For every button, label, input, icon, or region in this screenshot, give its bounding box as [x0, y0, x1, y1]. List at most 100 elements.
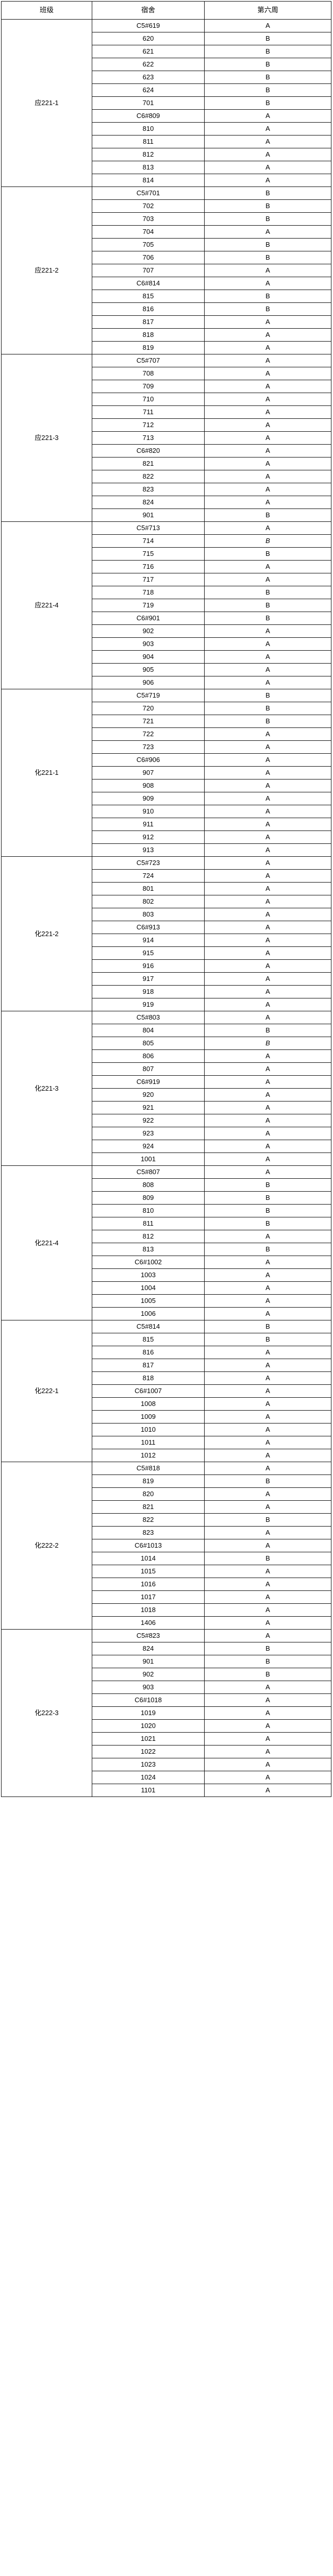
week6-grade-cell[interactable]: A	[204, 431, 331, 445]
dorm-cell[interactable]: 702	[92, 199, 205, 213]
week6-grade-cell[interactable]: A	[204, 496, 331, 509]
week6-grade-cell[interactable]: B	[204, 238, 331, 251]
week6-grade-cell[interactable]: B	[204, 509, 331, 522]
dorm-cell[interactable]: 721	[92, 715, 205, 728]
week6-grade-cell[interactable]: A	[204, 1127, 331, 1140]
dorm-cell[interactable]: 1014	[92, 1552, 205, 1565]
dorm-cell[interactable]: 1011	[92, 1436, 205, 1449]
dorm-cell[interactable]: C5#707	[92, 354, 205, 367]
week6-grade-cell[interactable]: A	[204, 1603, 331, 1617]
dorm-cell[interactable]: 1009	[92, 1410, 205, 1423]
week6-grade-cell[interactable]: A	[204, 341, 331, 354]
week6-grade-cell[interactable]: A	[204, 328, 331, 342]
dorm-cell[interactable]: C6#1007	[92, 1384, 205, 1398]
dorm-cell[interactable]: C5#701	[92, 187, 205, 200]
dorm-cell[interactable]: 718	[92, 586, 205, 599]
week6-grade-cell[interactable]: A	[204, 727, 331, 741]
dorm-cell[interactable]: 921	[92, 1101, 205, 1114]
week6-grade-cell[interactable]: A	[204, 1230, 331, 1243]
dorm-cell[interactable]: 920	[92, 1088, 205, 1101]
dorm-cell[interactable]: C6#919	[92, 1075, 205, 1089]
dorm-cell[interactable]: 711	[92, 405, 205, 419]
dorm-cell[interactable]: C5#803	[92, 1011, 205, 1024]
week6-grade-cell[interactable]: A	[204, 367, 331, 380]
week6-grade-cell[interactable]: B	[204, 1217, 331, 1230]
dorm-cell[interactable]: 910	[92, 805, 205, 818]
week6-grade-cell[interactable]: A	[204, 624, 331, 638]
week6-grade-cell[interactable]: B	[204, 71, 331, 84]
week6-grade-cell[interactable]: A	[204, 1346, 331, 1359]
week6-grade-cell[interactable]: A	[204, 135, 331, 148]
dorm-cell[interactable]: 820	[92, 1487, 205, 1501]
class-cell[interactable]: 应221-1	[1, 19, 92, 187]
dorm-cell[interactable]: 1015	[92, 1565, 205, 1578]
dorm-cell[interactable]: 805	[92, 1037, 205, 1050]
week6-grade-cell[interactable]: A	[204, 1745, 331, 1758]
class-cell[interactable]: 应221-4	[1, 521, 92, 689]
week6-grade-cell[interactable]: A	[204, 856, 331, 870]
week6-grade-cell[interactable]: A	[204, 264, 331, 277]
week6-grade-cell[interactable]: B	[204, 302, 331, 316]
class-cell[interactable]: 化222-1	[1, 1320, 92, 1462]
week6-grade-cell[interactable]: A	[204, 1281, 331, 1295]
week6-grade-cell[interactable]: A	[204, 946, 331, 960]
week6-grade-cell[interactable]: A	[204, 161, 331, 174]
week6-grade-cell[interactable]: A	[204, 1706, 331, 1720]
week6-grade-cell[interactable]: B	[204, 187, 331, 200]
week6-grade-cell[interactable]: A	[204, 1371, 331, 1385]
dorm-cell[interactable]: 723	[92, 740, 205, 754]
dorm-cell[interactable]: 806	[92, 1049, 205, 1063]
dorm-cell[interactable]: 1016	[92, 1578, 205, 1591]
dorm-cell[interactable]: 624	[92, 83, 205, 97]
dorm-cell[interactable]: 620	[92, 32, 205, 45]
week6-grade-cell[interactable]: A	[204, 483, 331, 496]
week6-grade-cell[interactable]: A	[204, 1153, 331, 1166]
week6-grade-cell[interactable]: B	[204, 1552, 331, 1565]
week6-grade-cell[interactable]: A	[204, 418, 331, 432]
dorm-cell[interactable]: 804	[92, 1024, 205, 1037]
week6-grade-cell[interactable]: A	[204, 1075, 331, 1089]
week6-grade-cell[interactable]: A	[204, 1487, 331, 1501]
dorm-cell[interactable]: 1006	[92, 1307, 205, 1320]
dorm-cell[interactable]: 904	[92, 650, 205, 664]
dorm-cell[interactable]: 818	[92, 1371, 205, 1385]
dorm-cell[interactable]: 823	[92, 1526, 205, 1539]
week6-grade-cell[interactable]: A	[204, 972, 331, 986]
dorm-cell[interactable]: 1018	[92, 1603, 205, 1617]
week6-grade-cell[interactable]: A	[204, 1062, 331, 1076]
dorm-cell[interactable]: 710	[92, 393, 205, 406]
week6-grade-cell[interactable]: B	[204, 1191, 331, 1205]
week6-grade-cell[interactable]: A	[204, 1101, 331, 1114]
week6-grade-cell[interactable]: A	[204, 122, 331, 135]
dorm-cell[interactable]: 1010	[92, 1423, 205, 1436]
week6-grade-cell[interactable]: B	[204, 96, 331, 110]
dorm-cell[interactable]: 802	[92, 895, 205, 908]
dorm-cell[interactable]: C6#901	[92, 612, 205, 625]
dorm-cell[interactable]: 824	[92, 496, 205, 509]
dorm-cell[interactable]: 813	[92, 161, 205, 174]
class-cell[interactable]: 应221-3	[1, 354, 92, 522]
dorm-cell[interactable]: 810	[92, 122, 205, 135]
week6-grade-cell[interactable]: A	[204, 805, 331, 818]
dorm-cell[interactable]: C6#1018	[92, 1693, 205, 1707]
dorm-cell[interactable]: 821	[92, 457, 205, 470]
dorm-cell[interactable]: 912	[92, 831, 205, 844]
dorm-cell[interactable]: 815	[92, 1333, 205, 1346]
week6-grade-cell[interactable]: A	[204, 1616, 331, 1630]
dorm-cell[interactable]: 903	[92, 1681, 205, 1694]
dorm-cell[interactable]: 707	[92, 264, 205, 277]
week6-grade-cell[interactable]: A	[204, 740, 331, 754]
week6-grade-cell[interactable]: B	[204, 290, 331, 303]
week6-grade-cell[interactable]: A	[204, 1590, 331, 1604]
dorm-cell[interactable]: 709	[92, 380, 205, 393]
week6-grade-cell[interactable]: A	[204, 148, 331, 161]
week6-grade-cell[interactable]: A	[204, 1771, 331, 1784]
dorm-cell[interactable]: 812	[92, 1230, 205, 1243]
week6-grade-cell[interactable]: A	[204, 908, 331, 921]
dorm-cell[interactable]: 819	[92, 1475, 205, 1488]
week6-grade-cell[interactable]: B	[204, 534, 331, 548]
dorm-cell[interactable]: 916	[92, 959, 205, 973]
week6-grade-cell[interactable]: A	[204, 225, 331, 239]
week6-grade-cell[interactable]: A	[204, 1140, 331, 1153]
class-cell[interactable]: 化222-2	[1, 1462, 92, 1630]
